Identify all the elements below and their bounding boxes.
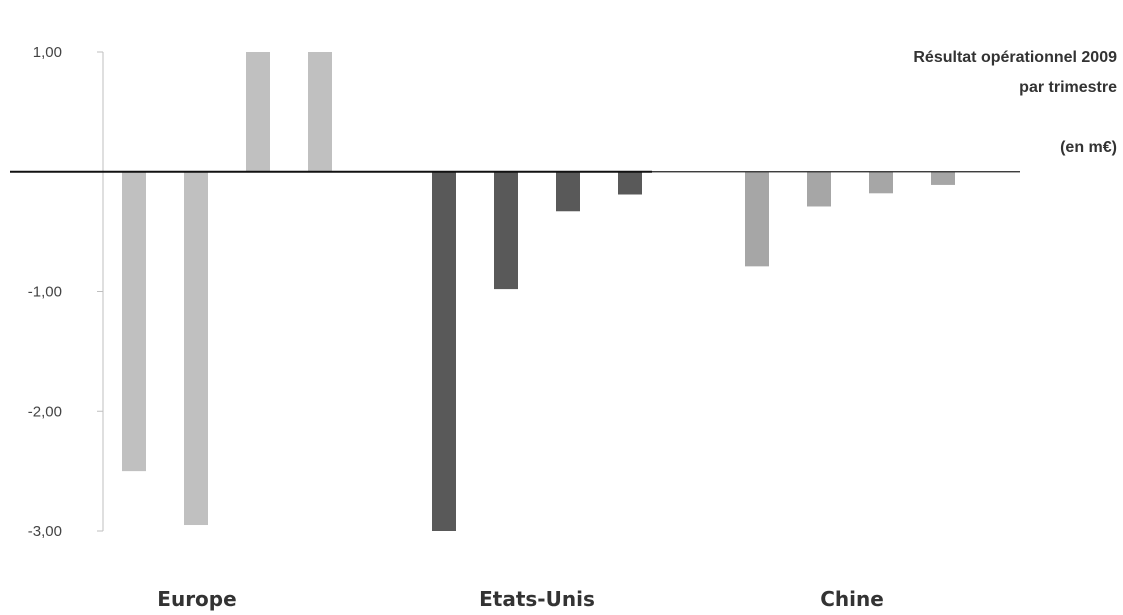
y-axis: 1,00 -1,00 -2,00 -3,00	[28, 44, 104, 540]
bar-europe-q3	[246, 52, 270, 172]
bar-europe-q4	[308, 52, 332, 172]
bar-chine-q3	[869, 171, 893, 194]
bar-etats-unis-q4	[618, 171, 642, 195]
y-tick-label: -3,00	[28, 523, 62, 540]
group-label-etats-unis: Etats-Unis	[479, 587, 595, 611]
group-label-chine: Chine	[820, 587, 884, 611]
y-tick-label: -1,00	[28, 284, 62, 301]
bar-etats-unis-q2	[494, 171, 518, 290]
bar-etats-unis-q1	[432, 171, 456, 531]
y-tick-label: 1,00	[33, 44, 62, 61]
chart-title: Résultat opérationnel 2009	[913, 49, 1117, 66]
bar-europe-q2	[184, 171, 208, 526]
group-labels: Europe Etats-Unis Chine	[157, 587, 883, 611]
chart-subtitle: par trimestre	[1019, 79, 1117, 96]
bar-europe-q1	[122, 171, 146, 472]
bar-chine-q4	[931, 171, 955, 185]
y-tick-label: -2,00	[28, 403, 62, 420]
unit-note: (en m€)	[1060, 139, 1117, 156]
bar-chine-q1	[745, 171, 769, 267]
chart-title-block: Résultat opérationnel 2009 par trimestre…	[913, 49, 1117, 156]
group-label-europe: Europe	[157, 587, 236, 611]
bar-etats-unis-q3	[556, 171, 580, 212]
bar-chine-q2	[807, 171, 831, 207]
bars-layer	[122, 52, 955, 531]
